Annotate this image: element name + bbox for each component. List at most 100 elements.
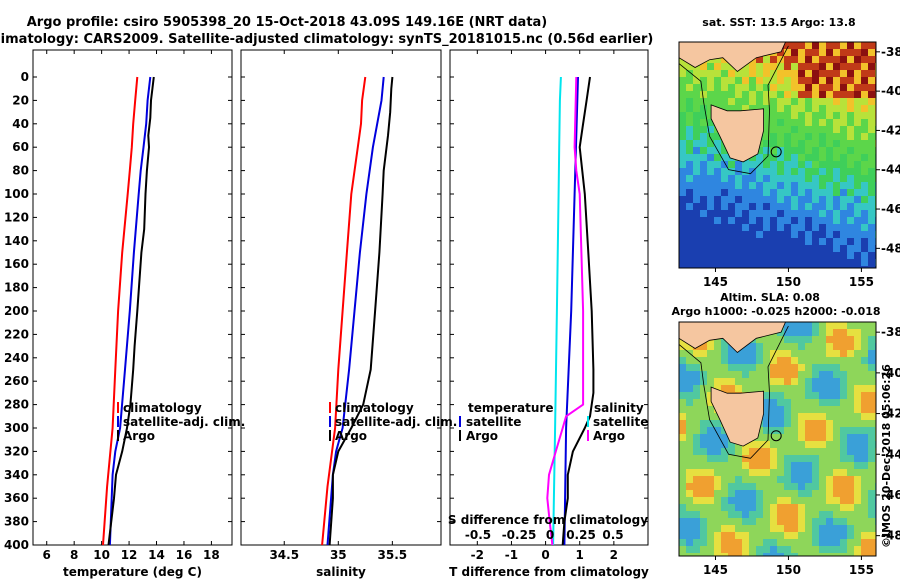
map-cell [819,203,826,210]
map-cell [679,448,686,455]
map-cell [840,245,847,252]
map-cell [812,476,819,483]
map-cell [854,182,861,189]
map-cell [784,175,791,182]
map-cell [721,147,728,154]
map-cell [847,441,854,448]
map-cell [763,133,770,140]
map-cell [749,504,756,511]
map-cell [714,504,721,511]
map-cell [728,252,735,259]
map-cell [819,238,826,245]
map-cell [679,105,686,112]
map-cell [861,497,868,504]
map-cell [679,511,686,518]
map-cell [854,238,861,245]
map-cell [700,70,707,77]
map-cell [798,259,805,266]
map-cell [854,203,861,210]
map-cell [854,147,861,154]
map-cell [805,357,812,364]
map-cell [854,336,861,343]
map-cell [693,133,700,140]
map-cell [826,434,833,441]
map-cell [679,546,686,553]
map-cell [721,441,728,448]
map-cell [861,371,868,378]
map-cell [707,420,714,427]
map-cell [742,231,749,238]
map-cell [763,252,770,259]
map-cell [700,210,707,217]
map-cell [700,266,707,268]
map-cell [763,56,770,63]
map-cell [861,70,868,77]
map-cell [868,119,875,126]
map-cell [756,371,763,378]
map-cell [840,525,847,532]
map-cell [728,385,735,392]
map-cell [868,189,875,196]
map-cell [756,511,763,518]
tasmania-land [710,386,764,447]
map-cell [840,364,847,371]
map-cell [847,252,854,259]
map-cell [833,336,840,343]
lat-tick-label: -44 [881,447,900,461]
map-cell [833,441,840,448]
map-cell [777,105,784,112]
map-cell [798,217,805,224]
map-cell [721,525,728,532]
series-line-argo [107,76,155,546]
x-tick-label: 14 [148,548,165,562]
map-cell [833,182,840,189]
map-cell [707,217,714,224]
map-cell [826,245,833,252]
map-cell [840,336,847,343]
map-cell [854,133,861,140]
map-cell [805,378,812,385]
map-cell [805,182,812,189]
map-cell [693,399,700,406]
map-cell [840,504,847,511]
map-cell [840,112,847,119]
map-cell [686,448,693,455]
map-cell [777,483,784,490]
map-cell [840,126,847,133]
map-cell [805,532,812,539]
map-cell [805,210,812,217]
map-cell [868,532,875,539]
map-cell [686,364,693,371]
map-cell [763,196,770,203]
map-cell [868,441,875,448]
map-cell [756,497,763,504]
map-cell [861,385,868,392]
map-cell [700,259,707,266]
map-cell [721,245,728,252]
map-cell [826,364,833,371]
map-cell [679,112,686,119]
map-cell [805,63,812,70]
map-cell [707,91,714,98]
map-cell [798,343,805,350]
map-cell [749,175,756,182]
map-cell [721,105,728,112]
map-cell [833,259,840,266]
map-cell [735,259,742,266]
map-cell [770,406,777,413]
map-cell [700,203,707,210]
map-cell [805,469,812,476]
map-cell [812,455,819,462]
map-cell [819,420,826,427]
map-cell [854,504,861,511]
map-cell [784,105,791,112]
map-cell [777,231,784,238]
map-cell [784,238,791,245]
map-cell [812,259,819,266]
map-cell [749,357,756,364]
map-cell [868,154,875,161]
map-cell [861,196,868,203]
map-cell [700,399,707,406]
map-cell [819,322,826,329]
